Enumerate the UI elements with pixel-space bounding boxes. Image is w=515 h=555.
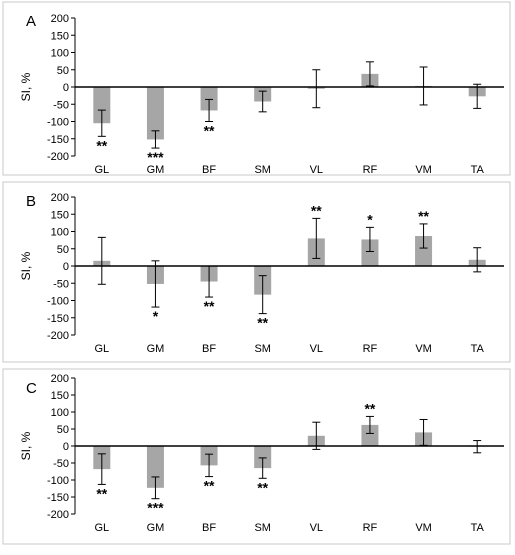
panel-c-x-tick-label: TA	[471, 522, 485, 534]
panel-a-x-tick-label: BF	[202, 164, 216, 176]
panel-c-x-tick-label: GM	[147, 522, 165, 534]
panel-b-x-tick-label: GM	[147, 343, 165, 355]
panel-c-bar-gm	[146, 446, 164, 488]
panel-c-x-tick-label: GL	[94, 522, 109, 534]
panel-b-y-tick-label: 200	[51, 192, 69, 204]
panel-c-x-tick-label: VM	[415, 522, 432, 534]
panel-b-significance: **	[257, 315, 268, 331]
panel-c-y-tick-label: -200	[47, 509, 69, 521]
panel-b-y-tick-label: 150	[51, 209, 69, 221]
panel-a-significance: **	[96, 137, 107, 153]
panel-c-x-tick-label: VL	[310, 522, 323, 534]
panel-b-y-tick-label: -50	[53, 278, 69, 290]
panel-a-significance: **	[204, 123, 215, 139]
panel-a-significance: ***	[147, 149, 164, 165]
panel-a-y-tick-label: 0	[63, 82, 69, 94]
panel-a-y-tick-label: -150	[47, 134, 69, 146]
panel-a-y-tick-label: 100	[51, 48, 69, 60]
panel-a-x-tick-label: VL	[310, 164, 323, 176]
panel-a-y-tick-label: 50	[57, 65, 69, 77]
panel-a-y-tick-label: 200	[51, 13, 69, 25]
panel-b-significance: *	[367, 211, 373, 227]
panel-c-y-tick-label: 50	[57, 424, 69, 436]
panel-b-y-tick-label: 100	[51, 227, 69, 239]
panel-b-x-tick-label: VL	[310, 343, 323, 355]
panel-c-y-tick-label: 200	[51, 373, 69, 385]
panel-a-x-tick-label: GM	[147, 164, 165, 176]
panel-a-ylabel: SI, %	[19, 72, 33, 101]
panel-b-y-tick-label: 50	[57, 244, 69, 256]
panel-b-y-tick-label: -150	[47, 313, 69, 325]
panel-b-label: B	[26, 193, 36, 210]
panel-b-x-tick-label: RF	[363, 343, 378, 355]
panel-b-x-tick-label: TA	[471, 343, 485, 355]
panel-a-x-tick-label: TA	[471, 164, 485, 176]
panel-c-label: C	[26, 380, 37, 397]
panel-c-frame	[2, 368, 511, 545]
panel-a-x-tick-label: GL	[94, 164, 109, 176]
panel-a-y-tick-label: -100	[47, 117, 69, 129]
panel-a-y-tick-label: -50	[53, 99, 69, 111]
panel-c-significance: **	[257, 479, 268, 495]
panel-a-bar-gm	[146, 87, 164, 140]
panel-c-y-tick-label: -100	[47, 475, 69, 487]
panel-b-y-tick-label: -100	[47, 296, 69, 308]
panel-b-bar-vm	[415, 235, 433, 266]
panel-b-y-tick-label: -200	[47, 330, 69, 342]
panel-c-significance: **	[204, 478, 215, 494]
panel-c-bar-sm	[254, 446, 272, 469]
panel-b-significance: **	[418, 208, 429, 224]
panel-c-bar-rf	[361, 424, 379, 446]
panel-a-x-tick-label: SM	[254, 164, 271, 176]
panel-c-ylabel: SI, %	[19, 431, 33, 460]
panel-b-significance: *	[153, 308, 159, 324]
panel-c-y-tick-label: 150	[51, 390, 69, 402]
panel-a-bar-bf	[200, 87, 218, 111]
panel-a-label: A	[26, 13, 36, 30]
panel-c-significance: ***	[147, 500, 164, 516]
panel-b-x-tick-label: SM	[254, 343, 271, 355]
panel-a-x-tick-label: RF	[363, 164, 378, 176]
panel-c-y-tick-label: 0	[63, 441, 69, 453]
panel-b-x-tick-label: BF	[202, 343, 216, 355]
panel-b-ylabel: SI, %	[19, 251, 33, 280]
panel-a-bar-gl	[93, 87, 111, 124]
panel-b-x-tick-label: GL	[94, 343, 109, 355]
panel-a-frame	[2, 1, 511, 176]
panel-c-y-tick-label: -150	[47, 492, 69, 504]
panel-c-x-tick-label: RF	[363, 522, 378, 534]
panel-b-frame	[2, 181, 511, 363]
panel-b-y-tick-label: 0	[63, 261, 69, 273]
panel-c-y-tick-label: -50	[53, 458, 69, 470]
panel-a-x-tick-label: VM	[415, 164, 432, 176]
panel-c-significance: **	[96, 485, 107, 501]
panel-b-bar-rf	[361, 239, 379, 266]
panel-c-x-tick-label: BF	[202, 522, 216, 534]
panel-b-x-tick-label: VM	[415, 343, 432, 355]
panel-b-significance: **	[204, 298, 215, 314]
panel-b-significance: **	[311, 202, 322, 218]
panel-a-y-tick-label: -200	[47, 151, 69, 163]
panel-a-y-tick-label: 150	[51, 30, 69, 42]
panel-c-x-tick-label: SM	[254, 522, 271, 534]
panel-c-significance: **	[364, 400, 375, 416]
panel-c-y-tick-label: 100	[51, 407, 69, 419]
